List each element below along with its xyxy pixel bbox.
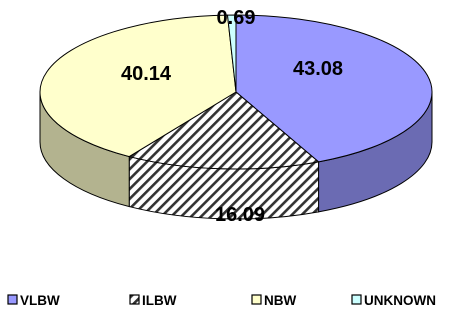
data-label-vlbw: 43.08: [293, 58, 343, 80]
data-label-nbw: 40.14: [121, 63, 172, 85]
legend-swatch-vlbw: [7, 294, 18, 305]
legend-swatch-nbw: [251, 294, 262, 305]
data-label-unknown: 0.69: [217, 7, 256, 29]
slice-unknown: [226, 14, 237, 93]
legend-label-nbw: NBW: [264, 293, 296, 308]
legend-swatch-ilbw: [129, 294, 140, 305]
slice-ilbw: [127, 91, 320, 170]
legend-label-vlbw: VLBW: [20, 293, 60, 308]
pie-slices: [39, 14, 433, 170]
legend-swatch-unknown: [351, 294, 362, 305]
legend-label-unknown: UNKNOWN: [364, 293, 436, 308]
pie-sides: [39, 91, 433, 220]
data-label-ilbw: 16.09: [215, 204, 265, 226]
legend-label-ilbw: ILBW: [142, 293, 177, 308]
data-labels: 43.08 16.09 40.14 0.69: [121, 7, 343, 226]
slice-nbw: [39, 14, 237, 158]
legend: VLBW ILBW NBW UNKNOWN: [7, 293, 436, 308]
slice-vlbw: [235, 14, 433, 163]
